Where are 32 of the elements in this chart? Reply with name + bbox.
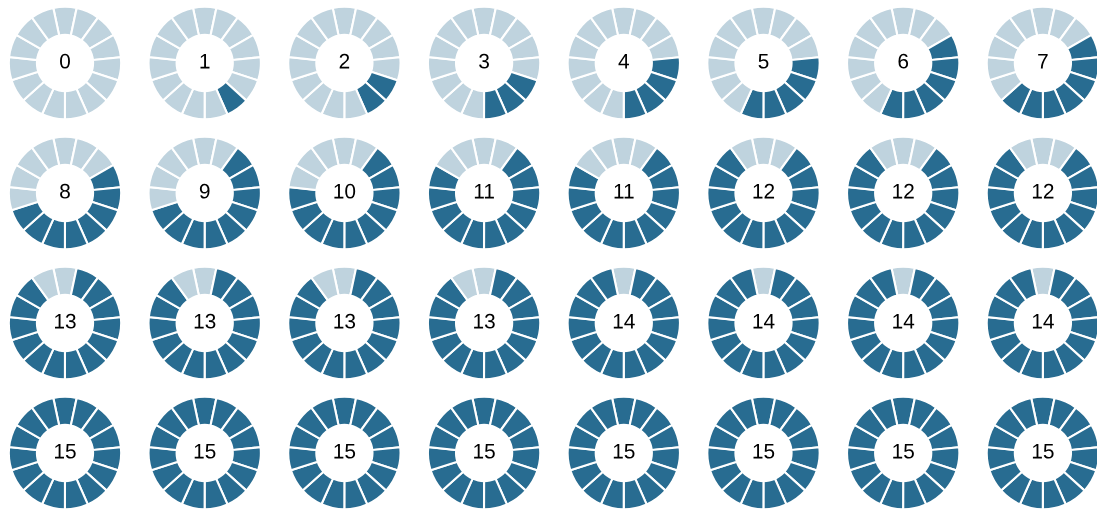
- text: 15: [753, 444, 775, 459]
- text: 14: [753, 314, 775, 329]
- text: 11: [474, 184, 494, 199]
- text: 2: [339, 53, 350, 69]
- text: 15: [1032, 444, 1054, 459]
- text: 6: [898, 53, 909, 69]
- text: 13: [474, 313, 495, 329]
- text: 15: [893, 444, 914, 459]
- text: 3: [479, 53, 489, 69]
- text: 11: [614, 184, 634, 199]
- text: 12: [753, 183, 775, 199]
- text: 15: [194, 444, 216, 459]
- text: 5: [758, 54, 769, 69]
- text: 14: [893, 314, 915, 329]
- text: 7: [1038, 54, 1048, 69]
- text: 1: [200, 54, 210, 69]
- text: 13: [194, 313, 216, 329]
- text: 15: [474, 444, 495, 459]
- text: 12: [1032, 183, 1054, 199]
- text: 14: [1032, 314, 1054, 329]
- text: 10: [334, 183, 356, 199]
- text: 15: [334, 444, 356, 459]
- text: 14: [613, 314, 635, 329]
- text: 13: [334, 313, 356, 329]
- text: 15: [55, 444, 76, 459]
- text: 12: [893, 183, 914, 199]
- text: 15: [613, 444, 635, 459]
- text: 4: [618, 54, 629, 69]
- text: 9: [199, 183, 210, 199]
- text: 0: [60, 53, 70, 69]
- text: 8: [60, 183, 70, 199]
- text: 13: [55, 313, 76, 329]
